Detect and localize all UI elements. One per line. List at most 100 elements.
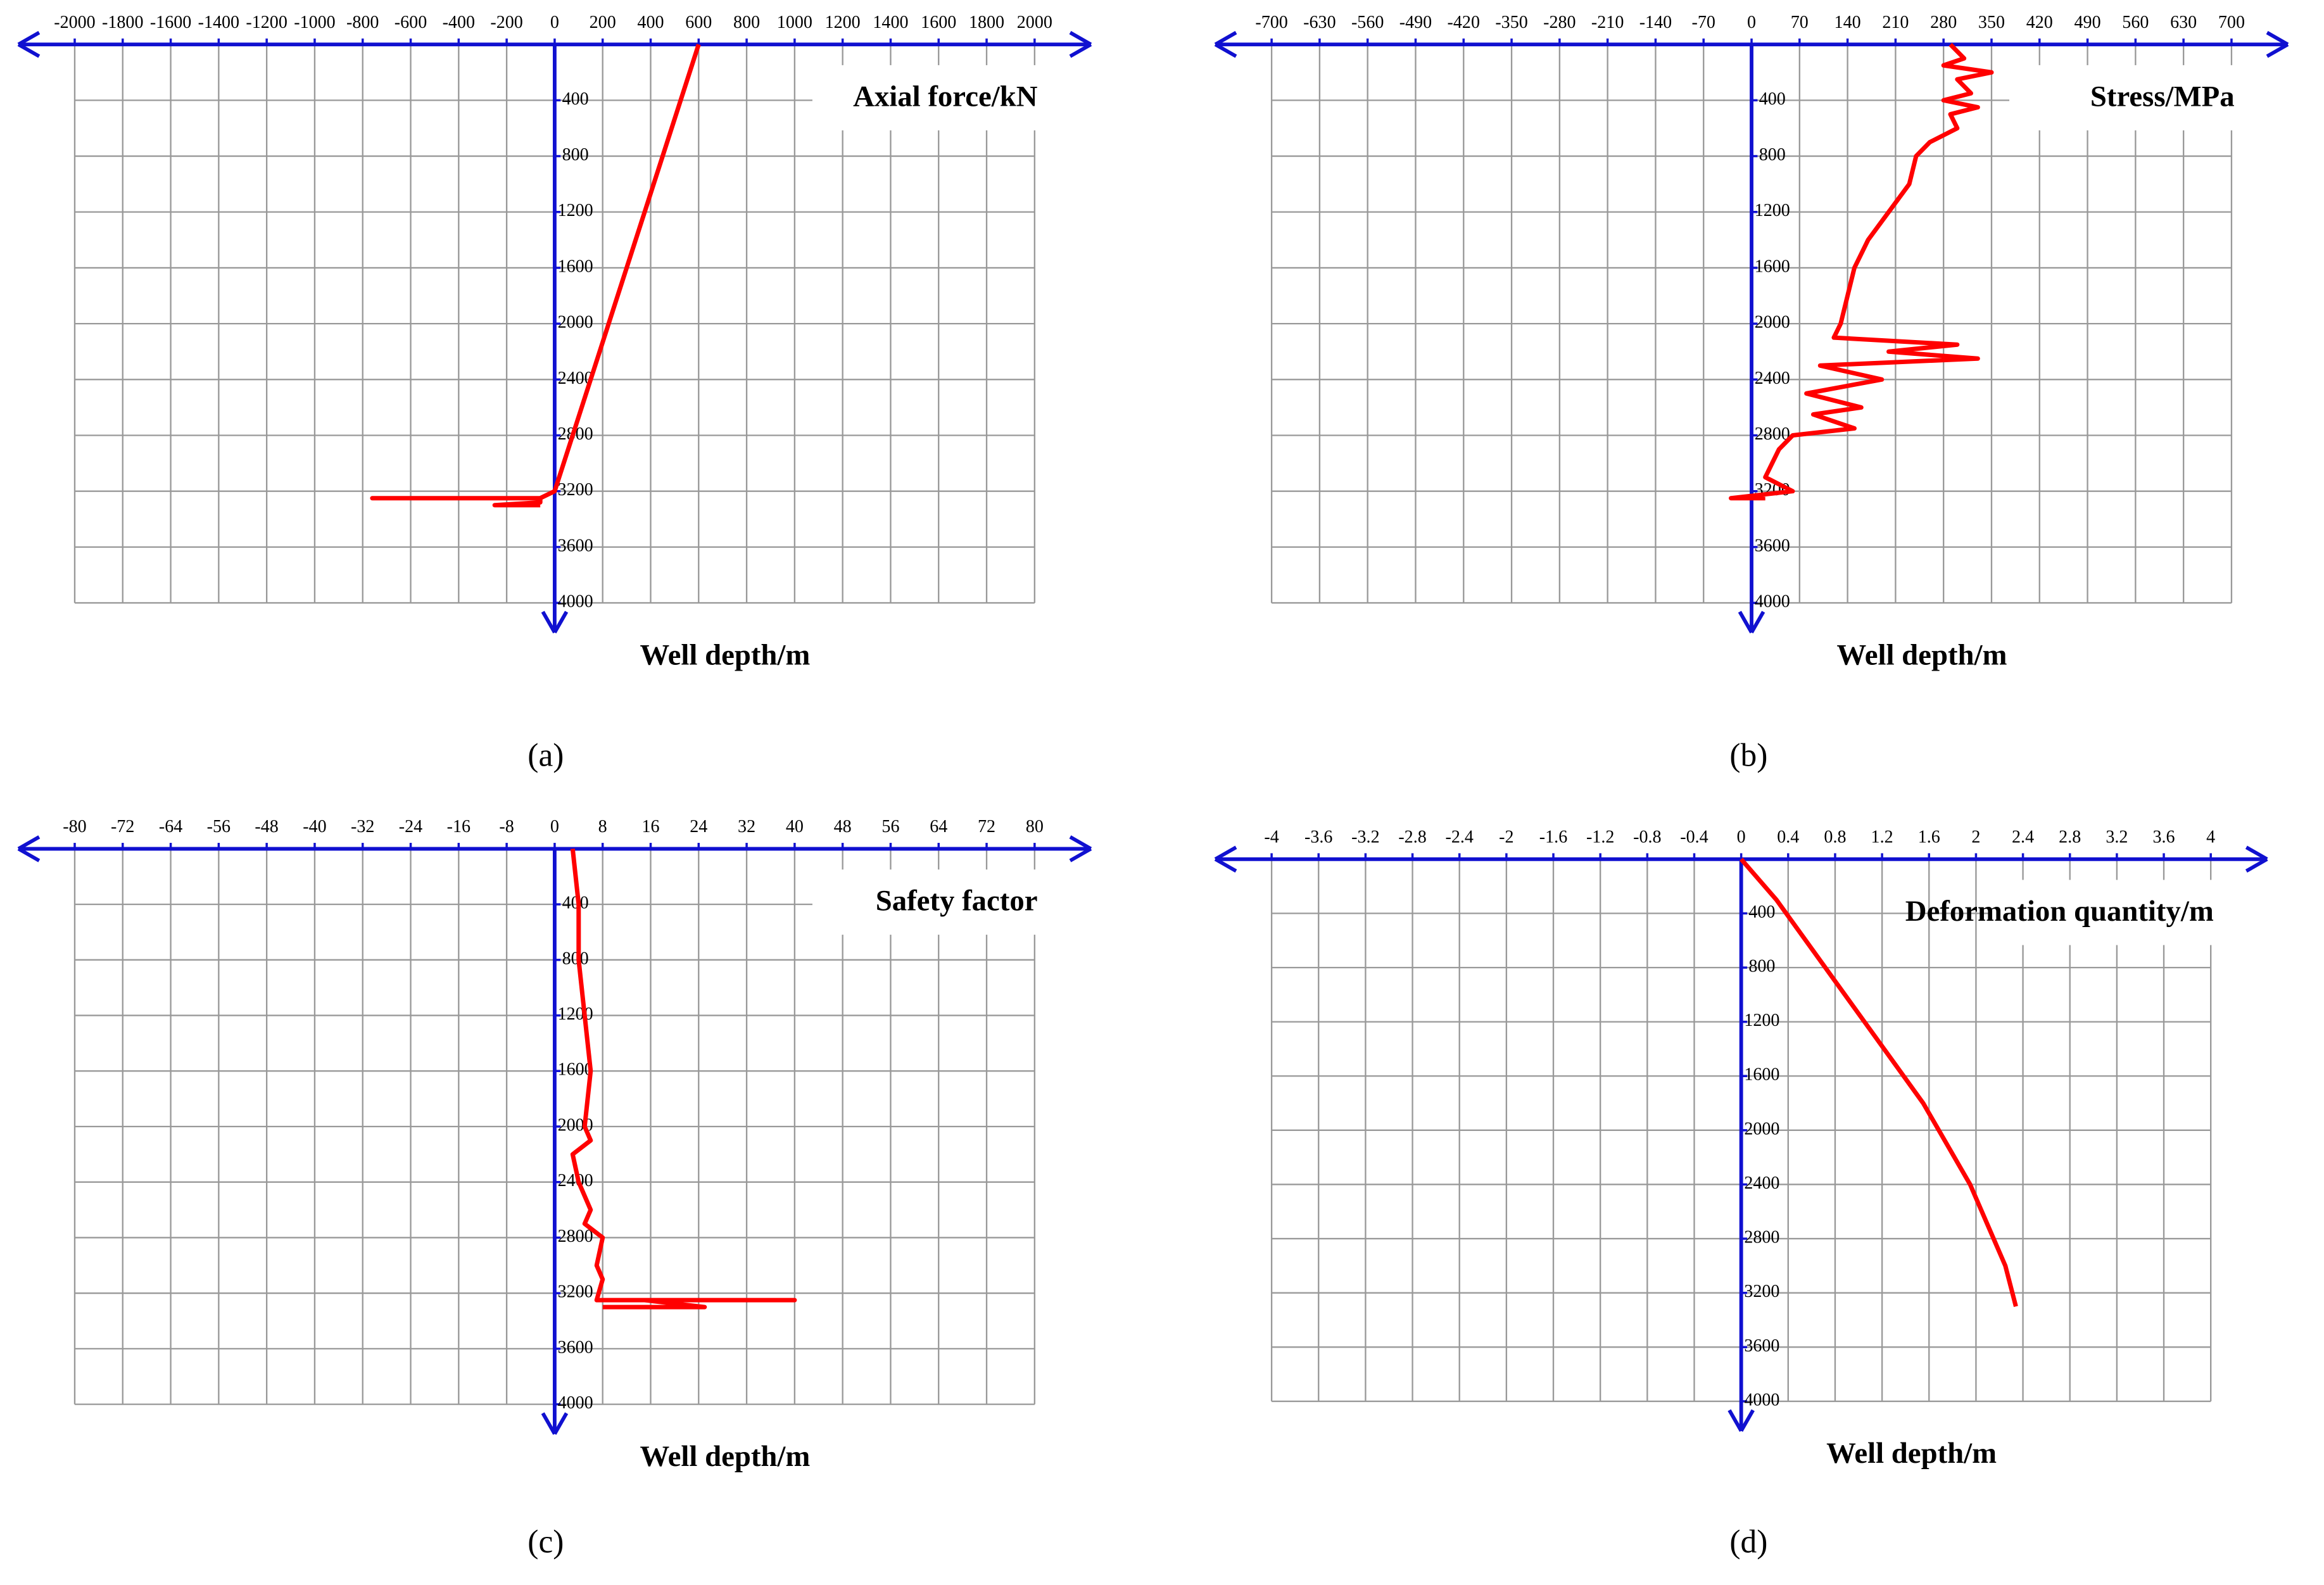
y-tick-label: 2400	[1744, 1173, 1779, 1193]
x-axis-label: Axial force/kN	[853, 80, 1038, 113]
x-tick-label: -2.4	[1446, 827, 1474, 847]
x-tick-label: -80	[63, 817, 86, 837]
x-tick-label: 490	[2075, 13, 2101, 32]
x-tick-label: 280	[1930, 13, 1957, 32]
y-tick-label: 3200	[1744, 1282, 1779, 1301]
x-tick-label: 1.2	[1871, 827, 1893, 847]
x-tick-label: -2	[1499, 827, 1513, 847]
x-tick-label: -4	[1264, 827, 1279, 847]
x-tick-label: 1.6	[1918, 827, 1940, 847]
x-tick-label: -1.6	[1539, 827, 1567, 847]
x-tick-label: -350	[1495, 13, 1527, 32]
y-tick-label: 3200	[558, 480, 593, 500]
y-tick-label: 3600	[558, 536, 593, 555]
x-tick-label: 2.8	[2059, 827, 2081, 847]
x-tick-label: -24	[399, 817, 422, 837]
x-tick-label: -280	[1543, 13, 1576, 32]
x-tick-label: -40	[303, 817, 326, 837]
x-tick-label: -1200	[246, 13, 287, 32]
data-line	[370, 44, 701, 508]
y-tick-label: 3600	[1744, 1336, 1779, 1356]
y-tick-label: 1600	[1755, 256, 1790, 276]
x-tick-label: -1000	[294, 13, 335, 32]
x-tick-label: 1200	[825, 13, 861, 32]
x-tick-label: -600	[395, 13, 427, 32]
arrow-head	[541, 610, 569, 634]
x-tick-label: -210	[1591, 13, 1624, 32]
x-tick-label: 0	[1747, 13, 1756, 32]
x-tick-label: -560	[1351, 13, 1384, 32]
y-tick-label: 800	[1759, 145, 1786, 165]
x-tick-label: 2.4	[2012, 827, 2034, 847]
x-tick-label: -72	[111, 817, 134, 837]
y-tick-label: 2800	[1755, 424, 1790, 444]
y-tick-label: 2800	[1744, 1228, 1779, 1247]
x-tick-label: 70	[1791, 13, 1809, 32]
x-tick-label: -800	[346, 13, 379, 32]
y-tick-label: 1200	[558, 201, 593, 220]
y-tick-label: 4000	[558, 592, 593, 612]
x-axis-label: Deformation quantity/m	[1905, 895, 2214, 928]
x-tick-label: 1600	[921, 13, 956, 32]
y-tick-label: 3200	[558, 1282, 593, 1302]
x-axis-label: Stress/MPa	[2090, 80, 2235, 113]
arrow-head	[541, 1412, 569, 1435]
arrow-head	[1214, 845, 2268, 873]
x-tick-label: 0	[1737, 827, 1746, 847]
y-tick-label: 400	[1759, 89, 1786, 109]
x-tick-label: 24	[690, 817, 707, 837]
x-tick-label: 40	[786, 817, 804, 837]
arrow-head	[1738, 610, 1765, 634]
panel: Stress/MPa-700 -630 -560 -490 -420 -350 -280 -2…	[1214, 13, 2289, 774]
label-box	[1988, 880, 2240, 945]
x-tick-label: 32	[738, 817, 755, 837]
x-tick-label: -1600	[150, 13, 191, 32]
x-tick-label: -64	[159, 817, 182, 837]
x-tick-label: 1000	[777, 13, 812, 32]
x-tick-label: -700	[1255, 13, 1287, 32]
x-tick-label: -1800	[102, 13, 143, 32]
caption: (b)	[1729, 738, 1767, 774]
x-tick-label: -32	[351, 817, 374, 837]
x-tick-label: 48	[834, 817, 852, 837]
x-tick-label: 630	[2170, 13, 2197, 32]
x-tick-label: 400	[637, 13, 664, 32]
data-line	[570, 849, 797, 1310]
y-axis-label: Well depth/m	[1826, 1437, 1997, 1470]
x-tick-label: 2	[1971, 827, 1980, 847]
y-tick-label: 400	[1748, 902, 1775, 922]
y-tick-label: 2000	[1755, 313, 1790, 332]
x-tick-label: 350	[1978, 13, 2005, 32]
x-tick-label: -400	[443, 13, 475, 32]
x-tick-label: -48	[255, 817, 278, 837]
x-tick-label: 560	[2122, 13, 2149, 32]
x-tick-label: -0.8	[1633, 827, 1661, 847]
y-tick-label: 400	[562, 894, 589, 913]
x-tick-label: -140	[1639, 13, 1672, 32]
arrow-head	[1727, 1409, 1755, 1432]
x-tick-label: -2000	[54, 13, 95, 32]
x-tick-label: -8	[499, 817, 514, 837]
x-tick-label: 80	[1026, 817, 1044, 837]
x-tick-label: 700	[2218, 13, 2245, 32]
y-tick-label: 4000	[558, 1393, 593, 1413]
x-tick-label: 0.8	[1824, 827, 1846, 847]
caption: (c)	[527, 1524, 564, 1560]
y-axis-label: Well depth/m	[1837, 638, 2007, 671]
y-tick-label: 1600	[558, 256, 593, 276]
x-tick-label: -70	[1692, 13, 1715, 32]
x-tick-label: 600	[685, 13, 712, 32]
x-tick-label: 2000	[1017, 13, 1052, 32]
y-tick-label: 1600	[1744, 1065, 1779, 1085]
x-tick-label: -490	[1399, 13, 1432, 32]
arrow-head	[17, 835, 1092, 862]
x-tick-label: 0	[550, 13, 559, 32]
x-tick-label: 0.4	[1777, 827, 1799, 847]
y-tick-label: 4000	[1755, 592, 1790, 612]
x-tick-label: 8	[598, 817, 607, 837]
arrow-head	[17, 30, 1092, 58]
x-tick-label: -56	[207, 817, 231, 837]
y-tick-label: 2000	[558, 313, 593, 332]
